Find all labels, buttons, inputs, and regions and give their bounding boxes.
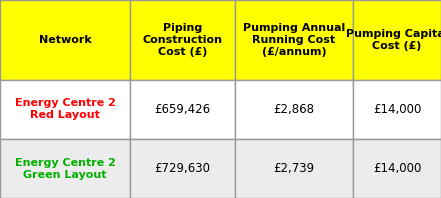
Text: £14,000: £14,000: [373, 103, 421, 116]
Bar: [235, 0, 353, 80]
Bar: [353, 80, 441, 139]
Text: Pumping Capital
Cost (£): Pumping Capital Cost (£): [346, 29, 441, 51]
Bar: [130, 139, 235, 198]
Bar: [130, 80, 235, 139]
Text: Energy Centre 2
Red Layout: Energy Centre 2 Red Layout: [15, 98, 116, 121]
Bar: [0, 139, 130, 198]
Bar: [235, 80, 353, 139]
Text: £14,000: £14,000: [373, 162, 421, 175]
Text: £659,426: £659,426: [154, 103, 210, 116]
Bar: [235, 139, 353, 198]
Text: Piping
Construction
Cost (£): Piping Construction Cost (£): [142, 23, 223, 57]
Bar: [0, 0, 130, 80]
Text: £729,630: £729,630: [154, 162, 210, 175]
Bar: [353, 139, 441, 198]
Text: £2,739: £2,739: [273, 162, 314, 175]
Text: Pumping Annual
Running Cost
(£/annum): Pumping Annual Running Cost (£/annum): [243, 23, 345, 57]
Text: Energy Centre 2
Green Layout: Energy Centre 2 Green Layout: [15, 157, 116, 180]
Bar: [353, 0, 441, 80]
Text: £2,868: £2,868: [273, 103, 314, 116]
Text: Network: Network: [39, 35, 91, 45]
Bar: [0, 80, 130, 139]
Bar: [130, 0, 235, 80]
